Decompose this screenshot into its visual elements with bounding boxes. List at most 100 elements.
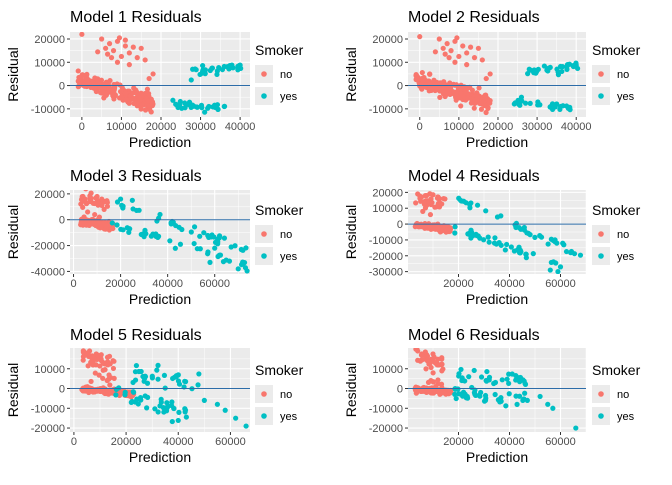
point-yes (525, 230, 532, 236)
point-yes (471, 367, 477, 374)
point-yes (195, 382, 201, 388)
point-yes (214, 401, 220, 407)
y-tick-label: -10000 (31, 104, 65, 116)
point-yes (537, 393, 543, 400)
legend-marker-no (261, 231, 267, 237)
point-yes (482, 392, 489, 399)
point-yes (561, 242, 567, 248)
point-yes (232, 243, 238, 249)
point-no (131, 95, 137, 102)
point-no (128, 394, 134, 400)
point-no (423, 366, 429, 372)
chart-title: Model 1 Residuals (70, 9, 202, 26)
point-yes (546, 65, 552, 71)
point-yes (202, 109, 208, 115)
point-yes (205, 249, 211, 255)
point-yes (118, 226, 124, 232)
point-no (94, 352, 100, 358)
point-no (122, 90, 129, 96)
point-yes (537, 233, 543, 239)
point-yes (550, 405, 556, 411)
point-yes (182, 378, 188, 384)
point-no (447, 91, 453, 98)
point-yes (161, 372, 168, 379)
x-tick-label: 40000 (561, 121, 592, 133)
point-yes (573, 425, 579, 431)
point-no (98, 352, 104, 358)
x-tick-label: 40000 (163, 436, 194, 448)
point-yes (221, 103, 227, 110)
point-yes (143, 231, 149, 237)
y-tick-label: -20000 (31, 241, 65, 253)
point-no (98, 356, 104, 362)
data-points (75, 32, 244, 115)
point-no (454, 35, 460, 41)
point-no (446, 87, 452, 94)
point-yes (133, 362, 140, 369)
point-yes (160, 405, 167, 411)
legend-label-no: no (617, 389, 629, 401)
point-yes (520, 377, 526, 383)
x-tick-label: 30000 (522, 121, 553, 133)
point-no (146, 75, 152, 82)
point-yes (201, 230, 207, 236)
point-no (118, 94, 125, 100)
point-yes (573, 62, 579, 68)
point-no (430, 379, 436, 385)
point-no (100, 375, 106, 381)
point-yes (547, 267, 553, 273)
point-yes (459, 375, 465, 381)
y-axis-label: Residual (343, 363, 359, 417)
point-yes (216, 235, 222, 241)
point-yes (167, 238, 173, 244)
x-axis-label: Prediction (466, 134, 528, 150)
legend: Smoker no yes (255, 362, 304, 425)
point-no (106, 376, 112, 382)
point-no (435, 224, 441, 231)
point-yes (555, 269, 561, 274)
point-yes (555, 72, 562, 78)
point-no (443, 227, 450, 233)
legend-marker-yes (598, 413, 604, 419)
y-axis-label: Residual (5, 205, 21, 259)
chart-title: Model 5 Residuals (70, 327, 202, 344)
y-tick-label: -30000 (369, 267, 403, 279)
x-axis-label: Prediction (129, 449, 191, 465)
point-no (104, 203, 111, 209)
legend-title: Smoker (255, 42, 304, 58)
point-no (419, 86, 425, 92)
point-no (426, 199, 432, 205)
point-yes (196, 371, 202, 377)
data-points (78, 190, 250, 274)
point-yes (513, 373, 519, 379)
y-axis-label: Residual (343, 47, 359, 101)
chart-panel-1: Model 1 Residuals 0 10000 20000 30000 40000 -1… (5, 9, 304, 150)
point-no (472, 97, 478, 103)
point-yes (527, 100, 533, 106)
point-yes (568, 250, 574, 256)
point-yes (557, 103, 564, 110)
point-yes (206, 234, 212, 240)
point-no (440, 366, 446, 372)
point-yes (197, 246, 203, 252)
point-yes (458, 366, 464, 373)
point-no (137, 97, 143, 103)
y-tick-label: -10000 (31, 403, 65, 415)
point-yes (171, 405, 177, 412)
point-no (111, 96, 117, 102)
point-no (435, 377, 441, 383)
point-yes (491, 380, 497, 387)
point-no (126, 62, 132, 68)
x-tick-label: 10000 (106, 121, 137, 133)
point-yes (531, 67, 538, 73)
point-no (134, 55, 140, 61)
legend-label-yes: yes (280, 251, 298, 263)
point-yes (212, 245, 218, 251)
legend: Smoker no yes (592, 362, 641, 425)
point-no (96, 220, 102, 226)
point-no (432, 49, 438, 55)
x-tick-label: 60000 (545, 436, 576, 448)
point-no (442, 51, 448, 57)
point-yes (492, 235, 498, 241)
point-yes (235, 266, 241, 272)
